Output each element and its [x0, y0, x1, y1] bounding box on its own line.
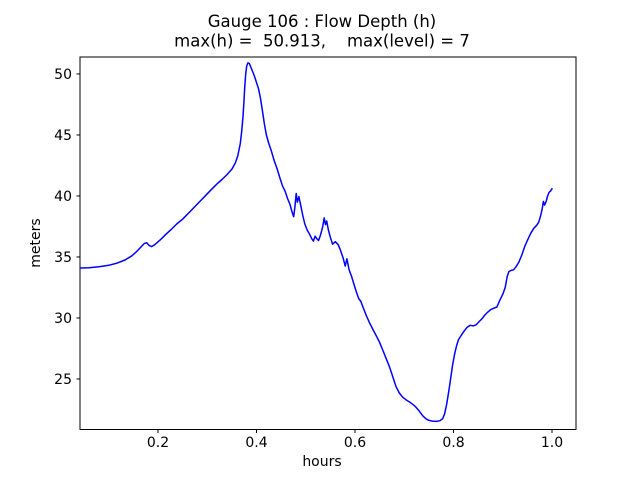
- x-tick-label: 0.8: [442, 435, 464, 451]
- x-axis-label: hours: [302, 454, 341, 470]
- plot-frame: [79, 56, 577, 430]
- flow-depth-line: [79, 62, 553, 423]
- chart-title: Gauge 106 : Flow Depth (h): [208, 12, 437, 31]
- x-tick-label: 0.6: [344, 435, 366, 451]
- chart-subtitle: max(h) = 50.913, max(level) = 7: [174, 32, 470, 51]
- y-tick-label: 35: [54, 250, 72, 266]
- x-axis-ticks: 0.2 0.4 0.6 0.8 1.0: [147, 429, 563, 451]
- x-tick-label: 1.0: [541, 435, 563, 451]
- x-tick-label: 0.2: [147, 435, 169, 451]
- y-tick-label: 40: [54, 189, 72, 205]
- y-tick-label: 25: [54, 372, 72, 388]
- y-tick-label: 30: [54, 311, 72, 327]
- x-tick-label: 0.4: [245, 435, 267, 451]
- y-tick-label: 50: [54, 67, 72, 83]
- y-axis-ticks: 25 30 35 40 45 50: [54, 67, 80, 388]
- y-axis-label: meters: [28, 218, 44, 267]
- y-tick-label: 45: [54, 128, 72, 144]
